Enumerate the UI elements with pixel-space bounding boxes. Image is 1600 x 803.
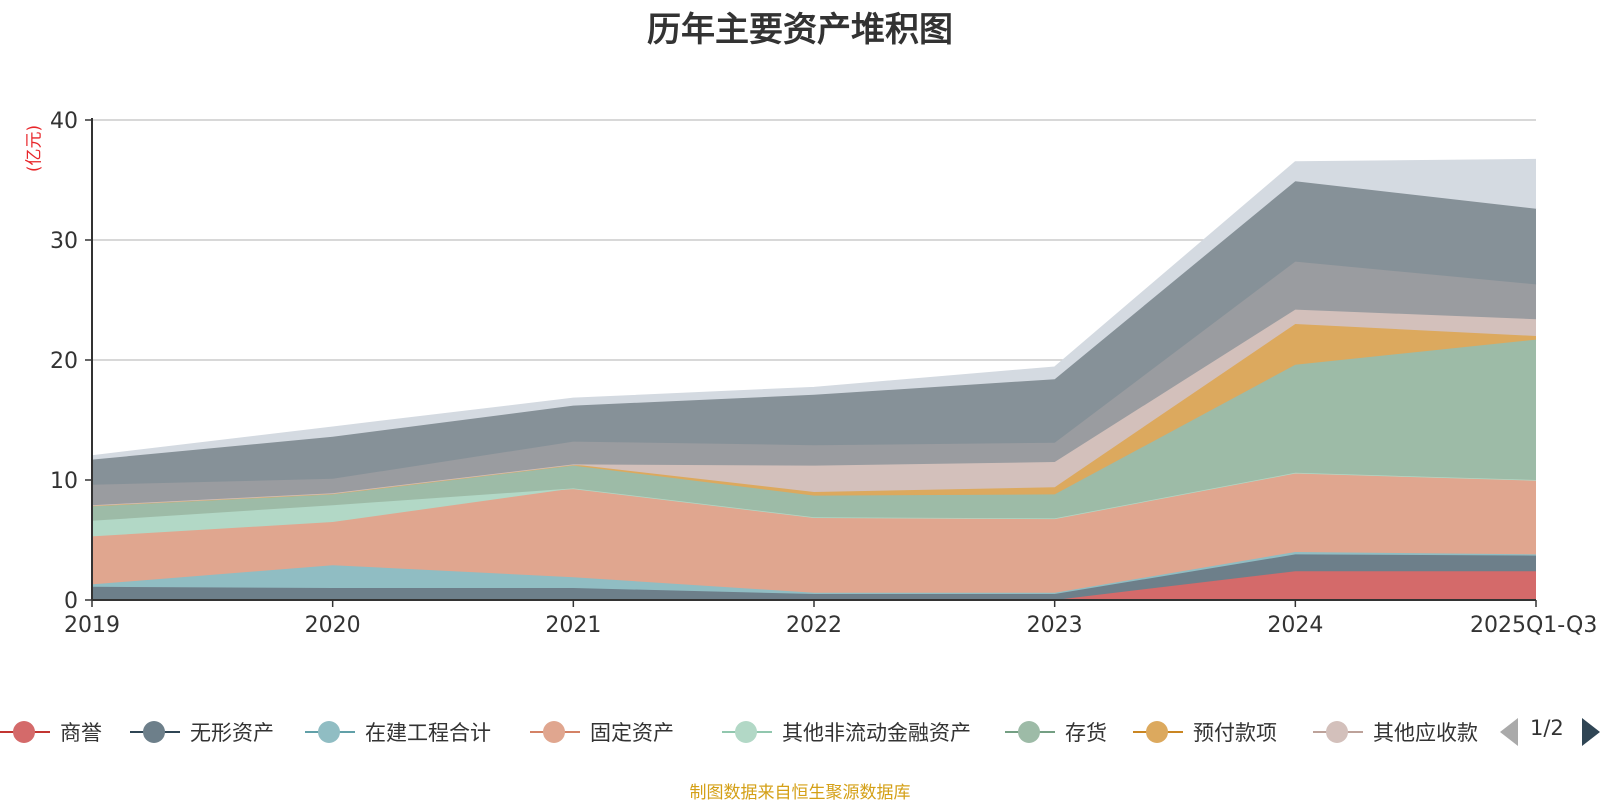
y-tick-label: 0 <box>64 589 78 614</box>
area-series-9 <box>92 181 1536 485</box>
legend-marker-icon <box>143 721 165 743</box>
legend-marker-icon <box>13 721 35 743</box>
area-series-0 <box>92 571 1536 600</box>
legend-item[interactable]: 商誉 <box>0 712 125 752</box>
y-tick-label: 40 <box>50 109 78 134</box>
area-series-8 <box>92 261 1536 506</box>
axes: 0 10 20 30 40 2019 2020 2021 2022 2023 2024 2025Q1-… <box>50 109 1597 638</box>
legend-item[interactable]: 在建工程合计 <box>305 712 525 752</box>
area-series-10 <box>92 159 1536 460</box>
legend-label: 固定资产 <box>590 721 674 745</box>
x-tick-label: 2020 <box>305 613 361 638</box>
legend-label: 商誉 <box>60 721 102 745</box>
legend-item[interactable]: 固定资产 <box>530 712 720 752</box>
area-series-4 <box>92 472 1536 537</box>
x-tick-label: 2021 <box>545 613 601 638</box>
legend-label: 在建工程合计 <box>365 721 491 745</box>
x-tick-label: 2019 <box>64 613 120 638</box>
legend-label: 其他应收款 <box>1373 721 1478 745</box>
stacked-area-chart: 0 10 20 30 40 2019 2020 2021 2022 2023 2024 2025Q1-… <box>50 109 1597 638</box>
legend-next-page-button[interactable] <box>1582 718 1600 746</box>
y-tick-label: 20 <box>50 349 78 374</box>
x-tick-label: 2023 <box>1027 613 1083 638</box>
legend: 商誉 无形资产 在建工程合计 固定资产 其他非流动金融资产 存货 预付款项 其他应收款 <box>0 712 1600 752</box>
y-tick-label: 10 <box>50 469 78 494</box>
legend-page-indicator: 1/2 <box>1530 716 1564 740</box>
legend-marker-icon <box>543 721 565 743</box>
area-line-series-10 <box>91 158 1537 457</box>
legend-marker-icon <box>1326 721 1348 743</box>
legend-item[interactable]: 其他应收款 <box>1313 712 1483 752</box>
legend-item[interactable]: 其他非流动金融资产 <box>722 712 1002 752</box>
legend-label: 其他非流动金融资产 <box>782 721 971 745</box>
x-tick-label: 2025Q1-Q3 <box>1470 613 1597 638</box>
legend-marker-icon <box>318 721 340 743</box>
area-series-3 <box>92 472 1536 593</box>
legend-prev-page-button[interactable] <box>1500 718 1518 746</box>
legend-marker-icon <box>1018 721 1040 743</box>
y-tick-label: 30 <box>50 229 78 254</box>
area-series <box>91 158 1537 601</box>
legend-item[interactable]: 无形资产 <box>130 712 300 752</box>
x-tick-label: 2024 <box>1267 613 1323 638</box>
area-series-2 <box>92 552 1536 594</box>
legend-label: 无形资产 <box>190 721 274 745</box>
legend-marker-icon <box>735 721 757 743</box>
legend-item[interactable]: 存货 <box>1005 712 1130 752</box>
area-series-5 <box>92 339 1536 521</box>
x-tick-label: 2022 <box>786 613 842 638</box>
legend-item[interactable]: 预付款项 <box>1133 712 1308 752</box>
legend-marker-icon <box>1146 721 1168 743</box>
legend-label: 预付款项 <box>1193 721 1277 745</box>
legend-label: 存货 <box>1065 721 1107 745</box>
area-series-6 <box>92 324 1536 507</box>
data-source-note: 制图数据来自恒生聚源数据库 <box>689 783 911 803</box>
chart-title: 历年主要资产堆积图 <box>647 10 953 50</box>
